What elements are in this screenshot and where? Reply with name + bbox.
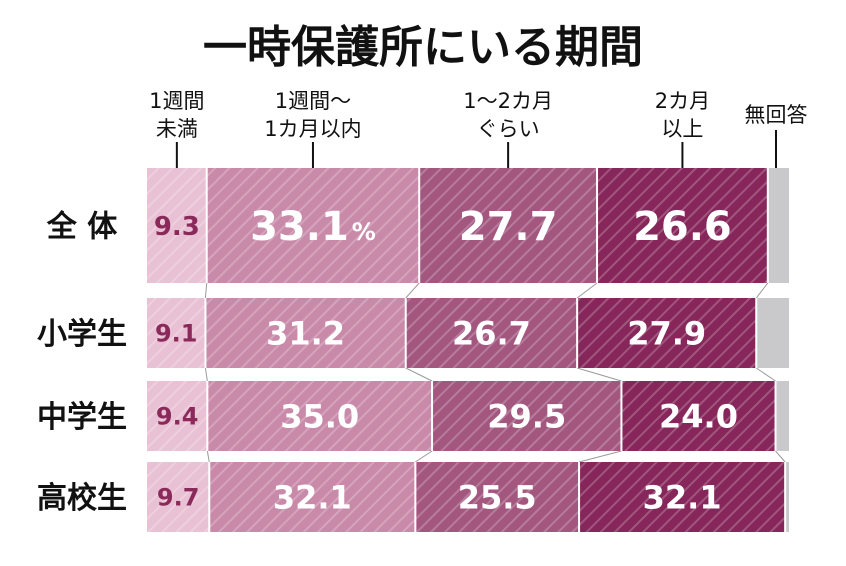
bar-segment: [756, 298, 789, 368]
data-label: 9.3: [154, 212, 200, 242]
bar-hatch: [419, 168, 598, 283]
connector-line: [755, 367, 776, 382]
connector-line: [578, 450, 622, 463]
data-label: 35.0: [280, 398, 359, 436]
connector-line: [415, 450, 433, 463]
segment-connectors: [204, 282, 786, 463]
data-label: 33.1%: [250, 204, 376, 250]
connector-line: [206, 450, 210, 463]
bar-hatch: [207, 381, 433, 451]
data-label: 24.0: [659, 398, 738, 436]
bar-hatch: [147, 168, 207, 283]
bar-hatch: [577, 298, 757, 368]
data-label: 31.2: [266, 315, 345, 353]
connector-line: [204, 367, 208, 382]
segment-header-label: ぐらい: [477, 117, 540, 141]
bar-hatch: [206, 168, 420, 283]
bar-hatch: [415, 462, 580, 532]
segment-header-label: 無回答: [745, 103, 808, 127]
bar-hatch: [147, 381, 208, 451]
chart-title: 一時保護所にいる期間: [203, 22, 643, 73]
data-label: 32.1: [273, 479, 352, 517]
data-label: 9.1: [155, 320, 198, 348]
category-label: 中学生: [37, 400, 127, 435]
bar-hatch: [432, 381, 622, 451]
bars: 9.3 33.1% 27.7 26.6 9.1 31.2 26.7 27.9 9.4 35.0 29…: [147, 168, 789, 532]
segment-header-label: 1カ月以内: [264, 117, 361, 141]
bar-segment: [775, 381, 789, 451]
segment-header-label: 未満: [156, 117, 198, 141]
data-label: 25.5: [458, 479, 537, 517]
category-label: 高校生: [37, 481, 127, 516]
segment-header-label: 1週間: [149, 89, 204, 113]
connector-line: [576, 367, 622, 382]
bar-hatch: [579, 462, 786, 532]
category-label: 全 体: [46, 210, 118, 245]
data-label: 32.1: [643, 479, 722, 517]
bar-hatch: [147, 298, 206, 368]
data-label: 9.7: [157, 484, 200, 512]
bar-hatch: [405, 298, 578, 368]
segment-header-label: 2カ月: [655, 89, 710, 113]
segment-header-label: 1～2カ月: [463, 89, 553, 113]
data-label: 26.7: [452, 315, 531, 353]
data-label: 26.6: [633, 204, 732, 250]
data-label: 27.9: [627, 315, 706, 353]
bar-hatch: [621, 381, 776, 451]
data-label: 27.7: [459, 204, 558, 250]
connector-line: [576, 282, 598, 299]
bar-hatch: [147, 462, 210, 532]
data-label: 29.5: [487, 398, 566, 436]
connector-line: [405, 367, 433, 382]
bar-segment: [767, 168, 789, 283]
segment-header-label: 以上: [661, 117, 703, 141]
data-label: 9.4: [156, 403, 199, 431]
connector-line: [775, 450, 786, 463]
connector-line: [204, 282, 208, 299]
segment-header-label: 1週間～: [275, 89, 351, 113]
connector-line: [405, 282, 420, 299]
bar-hatch: [205, 298, 406, 368]
bar-segment: [785, 462, 789, 532]
connector-line: [755, 282, 769, 299]
bar-hatch: [209, 462, 416, 532]
bar-hatch: [597, 168, 768, 283]
category-label: 小学生: [37, 317, 127, 352]
